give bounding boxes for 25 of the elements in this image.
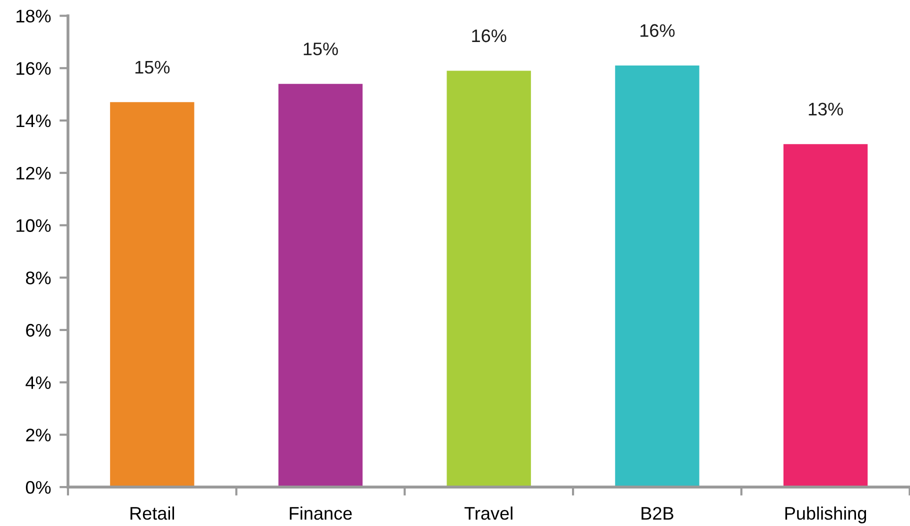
x-tick-label: Publishing [785, 506, 866, 524]
bar [110, 102, 194, 488]
x-tick-label: B2B [642, 506, 674, 520]
y-tick-label: 12% [16, 166, 51, 180]
y-tick-label: 8% [26, 272, 51, 284]
x-tick-label: Retail [130, 506, 174, 520]
data-label: 13% [808, 102, 843, 116]
y-tick-label: 6% [26, 324, 51, 337]
data-label: 16% [640, 24, 675, 37]
y-tick-label: 16% [16, 62, 51, 75]
y-tick-label: 2% [26, 428, 51, 442]
bar [783, 144, 868, 488]
data-label: 15% [135, 60, 170, 74]
bar [615, 66, 700, 488]
data-label: 15% [304, 42, 338, 56]
y-tick-label: 14% [16, 114, 51, 128]
y-tick-label: 18% [16, 10, 51, 22]
bar [446, 70, 531, 488]
y-tick-label: 0% [26, 481, 51, 494]
y-tick-label: 10% [16, 219, 51, 232]
y-tick-label: 4% [26, 376, 51, 389]
x-tick-label: Travel [464, 506, 512, 520]
x-tick-label: Finance [290, 506, 352, 520]
data-label: 16% [472, 29, 506, 42]
bar [278, 84, 363, 488]
